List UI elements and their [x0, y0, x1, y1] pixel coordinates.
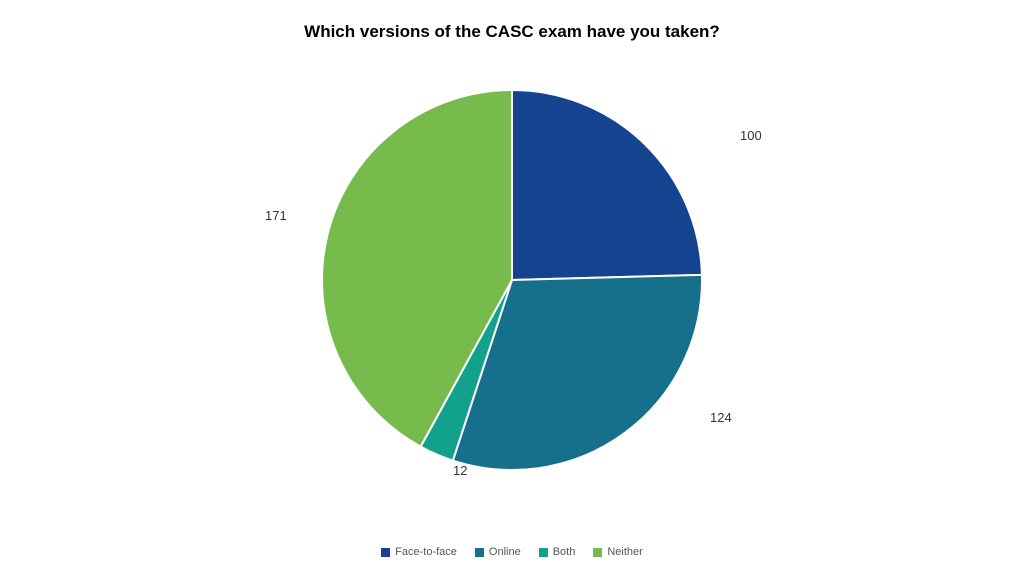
- pie-slice: [512, 90, 702, 280]
- legend-swatch: [381, 548, 390, 557]
- pie-chart-area: 100 124 12 171: [0, 60, 1024, 500]
- legend-label: Neither: [607, 546, 642, 558]
- chart-title: Which versions of the CASC exam have you…: [0, 22, 1024, 42]
- legend-swatch: [539, 548, 548, 557]
- legend-item: Neither: [593, 546, 642, 558]
- legend-label: Face-to-face: [395, 546, 457, 558]
- legend-swatch: [475, 548, 484, 557]
- legend-swatch: [593, 548, 602, 557]
- pie-chart: [292, 60, 732, 500]
- legend-item: Both: [539, 546, 576, 558]
- legend-label: Online: [489, 546, 521, 558]
- slice-value-label: 12: [453, 463, 467, 478]
- chart-container: Which versions of the CASC exam have you…: [0, 0, 1024, 576]
- legend-label: Both: [553, 546, 576, 558]
- slice-value-label: 124: [710, 410, 732, 425]
- slice-value-label: 171: [265, 208, 287, 223]
- legend-item: Online: [475, 546, 521, 558]
- legend-item: Face-to-face: [381, 546, 457, 558]
- slice-value-label: 100: [740, 128, 762, 143]
- legend: Face-to-face Online Both Neither: [0, 546, 1024, 558]
